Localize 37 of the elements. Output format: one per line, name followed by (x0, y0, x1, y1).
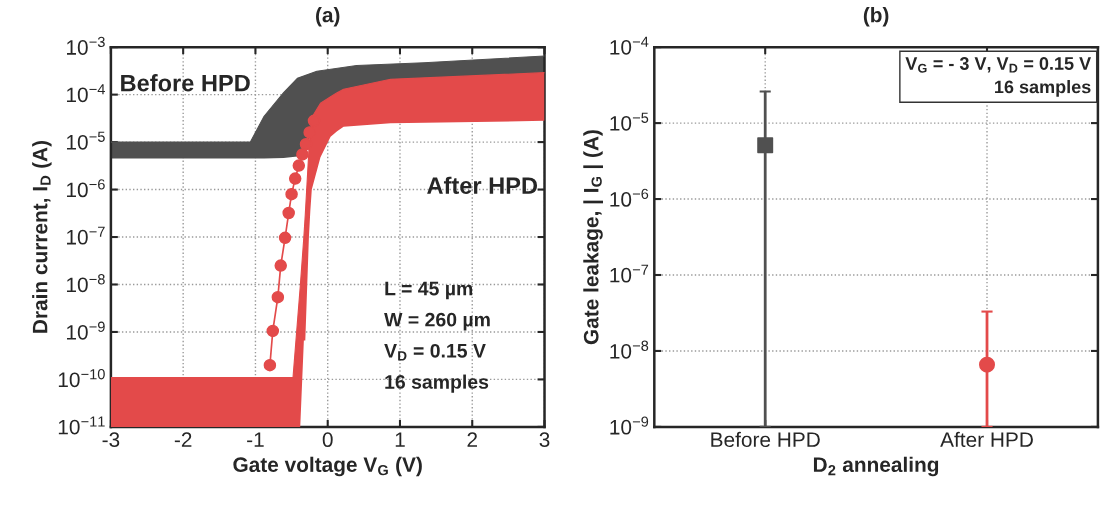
y-tick-label: 10$^{−4}$ (67, 84, 105, 103)
y-axis-title: Gate leakage, | I$_{G}$ | (A) (583, 130, 603, 345)
x-tick-label: Before HPD (711, 431, 820, 448)
annotation: V$_{G}$ = - 3 V, V$_{D}$ = 0.15 V 16 samples (905, 57, 1092, 97)
annotation: Before HPD (121, 74, 250, 92)
y-tick-label: 10$^{−9}$ (610, 416, 649, 435)
chart-title: (a) (316, 7, 340, 27)
y-tick-label: 10$^{−5}$ (67, 131, 105, 150)
y-tick-label: 10$^{−7}$ (610, 264, 649, 283)
chart-title: (b) (863, 7, 889, 27)
x-tick-label: 0 (322, 432, 333, 448)
annotation: After HPD (427, 176, 538, 194)
y-axis-title: Drain current, I$_{D}$ (A) (32, 140, 52, 333)
y-tick-label: 10$^{−7}$ (67, 226, 105, 245)
x-tick-label: 2 (467, 432, 477, 447)
x-tick-label: -3 (102, 432, 120, 448)
y-tick-label: 10$^{−11}$ (58, 416, 105, 435)
x-tick-label: -1 (247, 432, 264, 447)
annotation: V$_{D}$ = 0.15 V (384, 343, 486, 361)
y-tick-label: 10$^{−4}$ (610, 36, 649, 55)
x-tick-label: -2 (174, 432, 192, 447)
x-axis-title: Gate voltage V$_{G}$ (V) (233, 456, 422, 477)
x-tick-label: After HPD (940, 431, 1033, 448)
annotation: 16 samples (385, 374, 489, 393)
y-tick-label: 10$^{−9}$ (67, 321, 105, 340)
x-tick-label: 1 (395, 432, 405, 447)
y-tick-label: 10$^{−5}$ (610, 112, 649, 131)
y-tick-label: 10$^{−3}$ (67, 36, 105, 55)
y-tick-label: 10$^{−8}$ (67, 274, 105, 293)
annotation: W = 260 µm (384, 312, 490, 331)
y-tick-label: 10$^{−6}$ (67, 179, 105, 198)
y-tick-label: 10$^{−6}$ (610, 188, 649, 207)
x-axis-title: D$_{2}$ annealing (813, 456, 939, 477)
annotation: L = 45 µm (385, 281, 473, 300)
x-tick-label: 3 (539, 432, 550, 448)
y-tick-label: 10$^{−8}$ (610, 340, 649, 359)
y-tick-label: 10$^{−10}$ (58, 369, 105, 388)
